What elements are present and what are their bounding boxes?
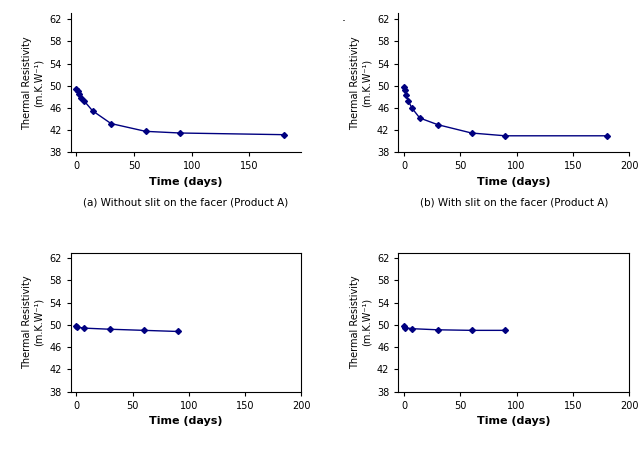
X-axis label: Time (days): Time (days) (477, 177, 550, 187)
X-axis label: Time (days): Time (days) (477, 416, 550, 426)
Title: (b) With slit on the facer (Product A): (b) With slit on the facer (Product A) (420, 197, 608, 207)
Y-axis label: Thermal Resistivity
(m.K.W⁻¹): Thermal Resistivity (m.K.W⁻¹) (22, 36, 44, 130)
Text: .: . (342, 11, 345, 24)
X-axis label: Time (days): Time (days) (150, 177, 223, 187)
Y-axis label: Thermal Resistivity
(m.K.W⁻¹): Thermal Resistivity (m.K.W⁻¹) (22, 275, 44, 369)
Title: (a) Without slit on the facer (Product A): (a) Without slit on the facer (Product A… (83, 197, 289, 207)
Y-axis label: Thermal Resistivity
(m.K.W⁻¹): Thermal Resistivity (m.K.W⁻¹) (350, 36, 372, 130)
Y-axis label: Thermal Resistivity
(m.K.W⁻¹): Thermal Resistivity (m.K.W⁻¹) (350, 275, 372, 369)
X-axis label: Time (days): Time (days) (150, 416, 223, 426)
